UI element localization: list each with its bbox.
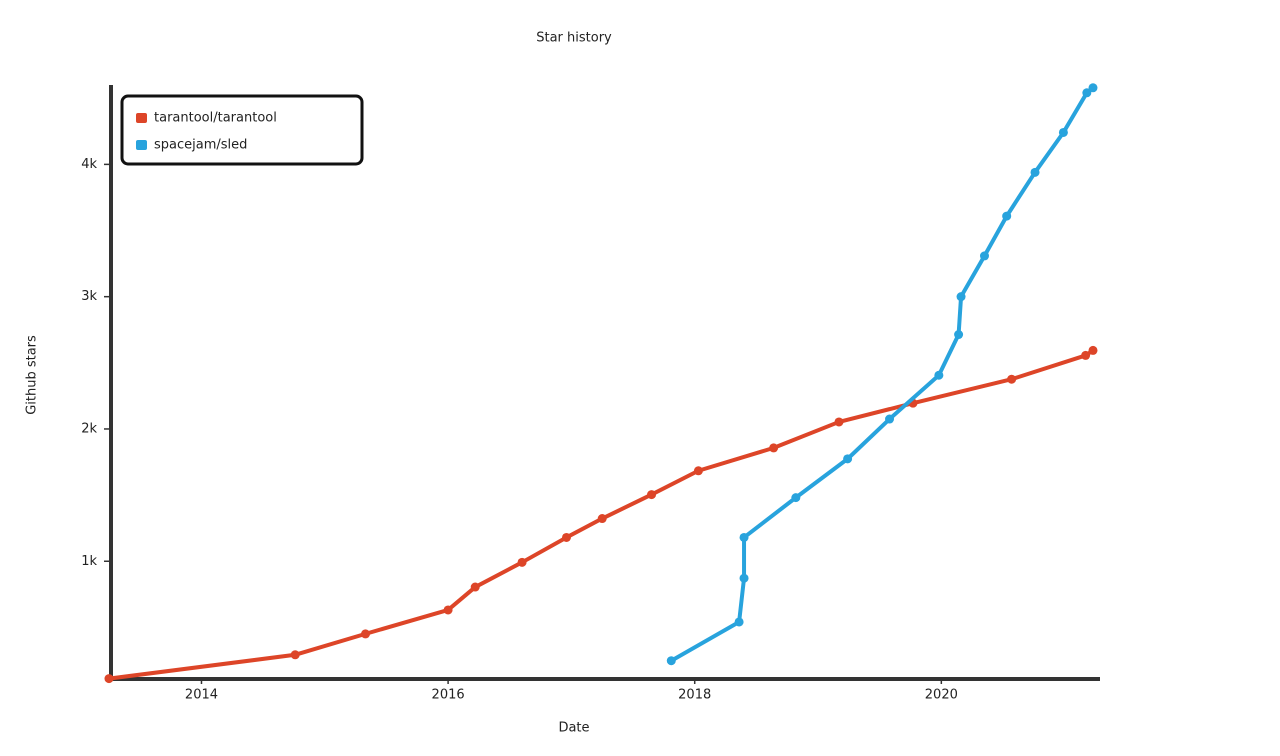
data-point — [791, 493, 801, 503]
y-tick-label: 3k — [81, 289, 97, 304]
data-point — [1030, 167, 1040, 177]
data-point — [517, 557, 527, 567]
x-tick-label: 2014 — [185, 688, 218, 703]
data-point — [739, 573, 749, 583]
x-tick-label: 2020 — [925, 688, 958, 703]
legend-label: spacejam/sled — [154, 138, 247, 153]
x-axis-label: Date — [558, 721, 589, 736]
data-point — [1081, 350, 1091, 360]
data-point — [734, 617, 744, 627]
x-tick-label: 2018 — [678, 688, 711, 703]
data-point — [739, 532, 749, 542]
legend-swatch — [136, 140, 147, 150]
data-point — [979, 251, 989, 261]
data-point — [885, 414, 895, 424]
data-point — [1088, 345, 1098, 355]
legend-swatch — [136, 113, 147, 123]
legend-label: tarantool/tarantool — [154, 111, 277, 126]
data-point — [104, 674, 114, 684]
data-point — [956, 292, 966, 302]
data-point — [934, 370, 944, 380]
y-tick-label: 1k — [81, 554, 97, 569]
data-point — [693, 466, 703, 476]
data-point — [1058, 127, 1068, 137]
data-point — [470, 582, 480, 592]
y-tick-label: 4k — [81, 157, 97, 172]
data-point — [769, 443, 779, 453]
data-point — [1002, 211, 1012, 221]
data-point — [954, 330, 964, 340]
y-tick-label: 2k — [81, 421, 97, 436]
chart-title: Star history — [536, 31, 612, 46]
data-point — [834, 417, 844, 427]
series-line — [669, 85, 1095, 663]
data-point — [443, 605, 453, 615]
x-tick-label: 2016 — [432, 688, 465, 703]
series-line — [107, 348, 1095, 681]
data-point — [1088, 83, 1098, 93]
legend-box — [120, 94, 364, 166]
data-point — [843, 454, 853, 464]
data-point — [1007, 374, 1017, 384]
data-point — [360, 629, 370, 639]
data-point — [1082, 88, 1092, 98]
data-point — [647, 490, 657, 500]
data-point — [597, 514, 607, 524]
data-point — [561, 532, 571, 542]
y-axis-label: Github stars — [25, 335, 40, 415]
data-point — [290, 650, 300, 660]
data-point — [666, 656, 676, 666]
